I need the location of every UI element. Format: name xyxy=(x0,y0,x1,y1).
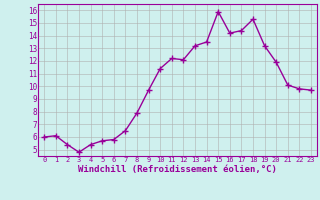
X-axis label: Windchill (Refroidissement éolien,°C): Windchill (Refroidissement éolien,°C) xyxy=(78,165,277,174)
